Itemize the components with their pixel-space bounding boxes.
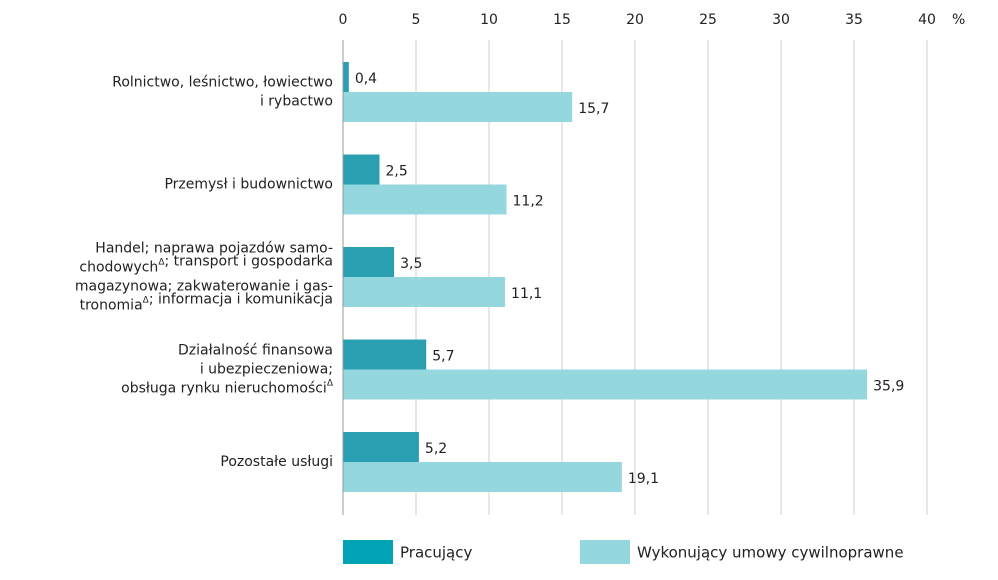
value-label: 19,1 [628,471,659,487]
x-tick-label: 40 [918,12,936,28]
legend-label: Wykonujący umowy cywilnoprawne [637,544,904,562]
x-tick-label: 5 [412,12,421,28]
value-label: 15,7 [578,101,609,117]
bar [343,62,349,92]
bar [343,92,573,122]
value-label: 3,5 [400,256,422,272]
category-label: Handel; naprawa pojazdów samo-chodowychΔ… [75,241,333,314]
bar [343,184,507,215]
legend-label: Pracujący [400,544,473,562]
value-label: 2,5 [386,164,408,180]
category-label: Działalność finansowa i ubezpieczeniowa; o… [121,343,334,397]
x-tick-label: 35 [845,12,863,28]
value-label: 5,7 [432,349,454,365]
value-label: 5,2 [425,441,447,457]
bar [343,462,622,492]
value-label: 35,9 [873,379,904,395]
value-label: 0,4 [355,71,377,87]
x-tick-label: 10 [480,12,498,28]
category-label: Rolnictwo, leśnictwo, łowiectwo i rybactw… [112,75,333,110]
bar [343,432,419,462]
x-tick-label: 0 [339,12,348,28]
x-tick-label: 30 [772,12,790,28]
bar [343,247,395,277]
value-label: 11,1 [511,286,542,302]
bar [343,339,427,370]
x-axis-unit: % [952,12,965,28]
bar [343,154,380,185]
bar [343,277,506,307]
category-label: Przemysł i budownictwo [164,177,333,193]
bar [343,369,868,400]
legend-swatch [580,540,630,564]
category-label: Pozostałe usługi [220,454,333,470]
x-tick-label: 25 [699,12,717,28]
legend-swatch [343,540,393,564]
x-tick-label: 20 [626,12,644,28]
x-tick-label: 15 [553,12,571,28]
value-label: 11,2 [513,194,544,210]
